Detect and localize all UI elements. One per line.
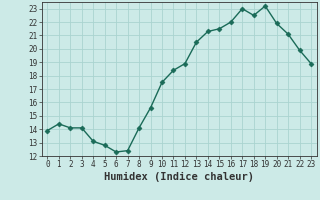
X-axis label: Humidex (Indice chaleur): Humidex (Indice chaleur) (104, 172, 254, 182)
